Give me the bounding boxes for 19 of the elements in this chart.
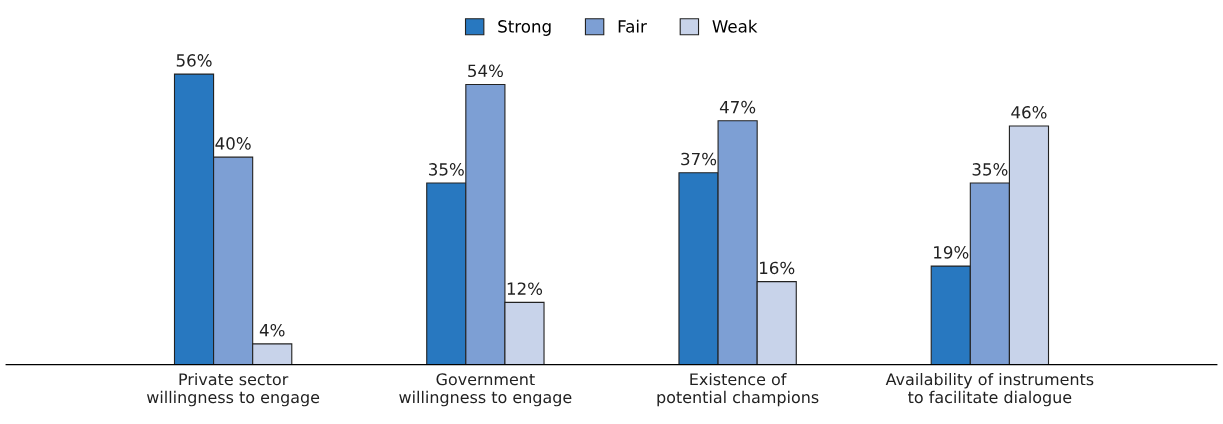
data-label: 35%: [972, 163, 1008, 176]
data-label: 56%: [176, 54, 212, 67]
data-label: 19%: [934, 246, 969, 259]
data-label: 4%: [259, 323, 285, 337]
data-label: 35%: [429, 163, 464, 176]
legend-label: Fair: [618, 19, 647, 33]
data-label: 40%: [215, 137, 251, 150]
data-label: 16%: [760, 261, 795, 275]
x-tick-label: Private sector willingness to engage: [146, 372, 320, 407]
legend-label: Weak: [712, 19, 758, 33]
legend-label: Strong: [498, 20, 551, 36]
data-label: 37%: [681, 152, 717, 166]
data-label: 12%: [507, 282, 543, 295]
data-label: 47%: [719, 100, 756, 114]
x-tick-label: Government willingness to engage: [399, 373, 572, 407]
x-tick-label: Availability of instruments to facilitate dialogue: [885, 372, 1094, 407]
data-label: 46%: [1011, 106, 1047, 119]
x-tick-label: Existence of potential champions: [657, 372, 819, 407]
data-label: 54%: [468, 64, 503, 78]
